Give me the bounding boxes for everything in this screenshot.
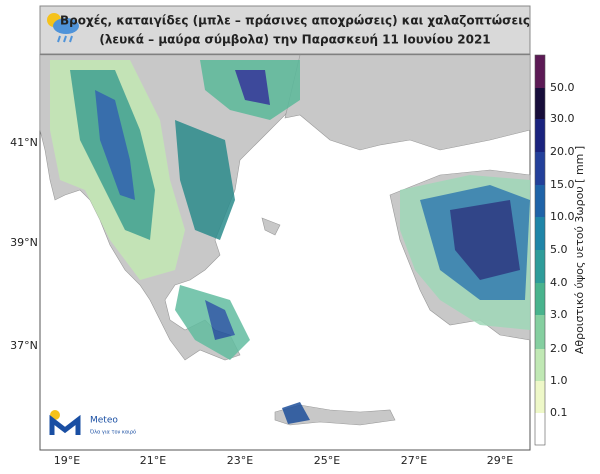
colorbar-label: 2.0: [550, 342, 568, 355]
colorbar-label: 3.0: [550, 308, 568, 321]
lon-label: 29°E: [487, 454, 513, 467]
colorbar-label: 4.0: [550, 276, 568, 289]
colorbar-label: 10.0: [550, 210, 575, 223]
colorbar: [534, 54, 546, 446]
colorbar-label: 1.0: [550, 374, 568, 387]
colorbar-title: Αθροιστικό ύψος υετού 3ωρου [ mm ]: [573, 146, 586, 354]
colorbar-label: 50.0: [550, 81, 575, 94]
logo-tagline: Όλα για τον καιρό: [89, 429, 136, 436]
weather-icon: [47, 13, 79, 43]
lon-label: 25°E: [314, 454, 340, 467]
colorbar-label: 15.0: [550, 178, 575, 191]
logo: Meteo Όλα για τον καιρό: [49, 410, 136, 436]
lon-label: 23°E: [227, 454, 253, 467]
lon-label: 27°E: [401, 454, 427, 467]
map-tick-labels: 41°N 39°N 37°N 19°E 21°E 23°E 25°E 27°E …: [10, 136, 513, 467]
precipitation: [50, 60, 530, 424]
colorbar-label: 5.0: [550, 243, 568, 256]
logo-name: Meteo: [90, 416, 118, 426]
title: Βροχές, καταιγίδες (μπλε – πράσινες αποχ…: [60, 14, 530, 28]
title-box: [39, 5, 531, 55]
lat-label: 41°N: [10, 136, 38, 149]
colorbar-label: 20.0: [550, 145, 575, 158]
lon-label: 19°E: [54, 454, 80, 467]
colorbar-label: 0.1: [550, 406, 568, 419]
lat-label: 37°N: [10, 339, 38, 352]
title: (λευκά – μαύρα σύμβολα) την Παρασκευή 11…: [99, 33, 490, 47]
lon-label: 21°E: [140, 454, 166, 467]
colorbar-labels: 50.0 30.0 20.0 15.0 10.0 5.0 4.0 3.0 2.0 1.0 0.1: [550, 81, 575, 419]
lat-label: 39°N: [10, 236, 38, 249]
colorbar-label: 30.0: [550, 112, 575, 125]
